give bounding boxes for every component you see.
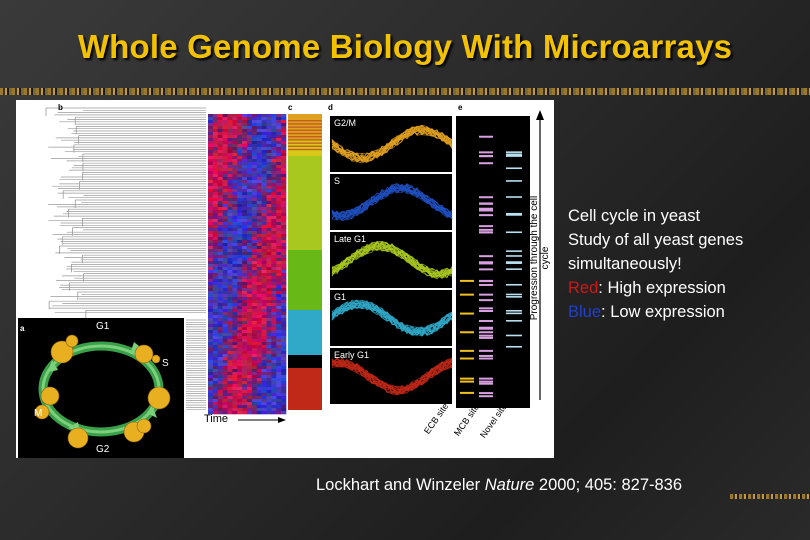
figure-canvas xyxy=(18,107,544,458)
cycle-label-g1: G1 xyxy=(96,321,110,332)
cycle-label-m: M xyxy=(34,408,43,419)
bottom-divider xyxy=(730,494,810,499)
note-line-1: Cell cycle in yeast xyxy=(568,207,701,225)
phase-label: G1 xyxy=(334,292,347,302)
note-line-blue: Blue: Low expression xyxy=(568,300,743,324)
note-line-red: Red: High expression xyxy=(568,276,743,300)
cluster-color-bar xyxy=(288,114,322,410)
dendrogram xyxy=(45,107,206,411)
slide-title: Whole Genome Biology With Microarrays xyxy=(77,28,733,65)
slide-notes: Cell cycle in yeast Study of all yeast g… xyxy=(568,204,743,324)
cycle-label-s: S xyxy=(162,358,169,369)
phase-label: Late G1 xyxy=(334,234,367,244)
panel-label-c: c xyxy=(288,103,293,112)
red-keyword: Red xyxy=(568,279,599,297)
phase-label: Early G1 xyxy=(334,350,370,360)
panel-label-b: b xyxy=(58,103,63,112)
time-label: Time xyxy=(204,413,229,425)
phase-expression-panels xyxy=(330,116,453,404)
progression-label: Progression through the cell cycle xyxy=(529,195,551,321)
time-arrow xyxy=(238,417,286,423)
progression-arrow xyxy=(536,110,544,400)
citation: Lockhart and Winzeler Nature 2000; 405: … xyxy=(316,476,682,495)
promoter-site-panel xyxy=(456,116,530,408)
blue-description: : Low expression xyxy=(601,303,725,321)
microarray-figure: a b c d e Time Progression through the c… xyxy=(16,100,554,458)
title-divider xyxy=(0,88,810,95)
expression-heatmap xyxy=(208,114,287,415)
phase-label: G2/M xyxy=(334,118,357,128)
cycle-label-g2: G2 xyxy=(96,444,110,455)
phase-label: S xyxy=(334,176,341,186)
cell-cycle-diagram xyxy=(18,318,184,458)
citation-details: 2000; 405: 827-836 xyxy=(538,476,683,494)
panel-label-d: d xyxy=(328,103,333,112)
phase-panel-bg xyxy=(330,232,452,288)
citation-journal: Nature xyxy=(484,476,535,494)
note-line-2: Study of all yeast genes xyxy=(568,231,744,249)
blue-keyword: Blue xyxy=(568,303,602,321)
panel-label-a: a xyxy=(20,324,25,333)
red-description: : High expression xyxy=(598,279,726,297)
phase-panel-bg xyxy=(330,174,452,230)
citation-authors: Lockhart and Winzeler xyxy=(316,476,481,494)
note-line-3: simultaneously! xyxy=(568,255,682,273)
panel-label-e: e xyxy=(458,103,463,112)
